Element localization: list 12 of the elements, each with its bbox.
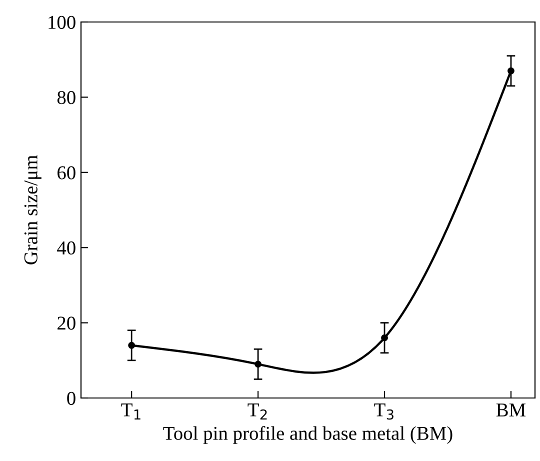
x-tick-label: T$_{2}$ <box>248 404 267 420</box>
y-tick-label: 40 <box>57 241 76 255</box>
y-tick-label: 100 <box>48 16 76 29</box>
x-tick-label: T$_{3}$ <box>374 404 394 420</box>
y-tick-label: 0 <box>67 392 76 405</box>
y-axis-title: Grain size/μm <box>24 155 42 264</box>
x-axis-title: Tool pin profile and base metal (BM) <box>163 426 452 444</box>
x-tick-label: T$_{1}$ <box>121 404 140 420</box>
y-tick-label: 20 <box>58 316 76 330</box>
y-tick-label: 80 <box>57 91 76 104</box>
x-tick-label: BM <box>496 404 526 416</box>
y-tick-label: 60 <box>58 166 76 180</box>
